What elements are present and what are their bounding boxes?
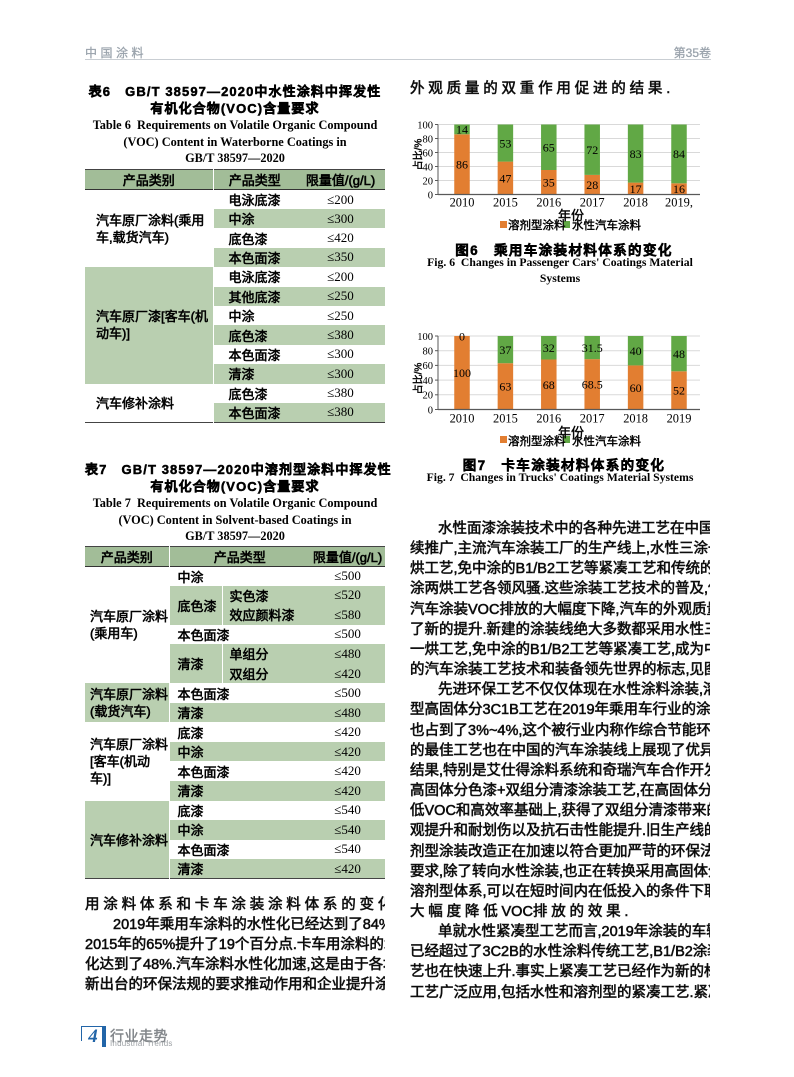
svg-text:68.5: 68.5	[582, 378, 603, 392]
svg-text:40: 40	[423, 376, 434, 387]
svg-text:20: 20	[423, 176, 434, 187]
svg-text:32: 32	[543, 341, 555, 355]
svg-text:47: 47	[499, 171, 511, 185]
svg-text:16: 16	[673, 182, 685, 196]
svg-text:17: 17	[630, 182, 642, 196]
svg-text:80: 80	[423, 347, 434, 358]
svg-text:86: 86	[456, 158, 468, 172]
svg-text:68: 68	[543, 378, 555, 392]
svg-text:2019: 2019	[667, 412, 692, 426]
svg-text:65: 65	[543, 141, 555, 155]
svg-text:100: 100	[453, 366, 471, 380]
svg-text:60: 60	[630, 381, 642, 395]
svg-text:2015: 2015	[493, 196, 518, 210]
svg-text:20: 20	[423, 391, 434, 402]
svg-text:2010: 2010	[450, 196, 475, 210]
svg-text:2017: 2017	[580, 196, 605, 210]
svg-text:28: 28	[586, 178, 598, 192]
svg-text:48: 48	[673, 347, 685, 361]
svg-text:100: 100	[417, 120, 433, 131]
svg-text:72: 72	[586, 143, 598, 157]
svg-text:2016: 2016	[536, 196, 561, 210]
svg-text:52: 52	[673, 384, 685, 398]
svg-text:84: 84	[673, 147, 685, 161]
svg-text:35: 35	[543, 176, 555, 190]
svg-text:40: 40	[423, 162, 434, 173]
svg-text:2017: 2017	[580, 412, 605, 426]
svg-text:63: 63	[499, 380, 511, 394]
svg-text:2018: 2018	[623, 412, 648, 426]
svg-text:40: 40	[630, 344, 642, 358]
svg-text:0: 0	[428, 405, 433, 416]
svg-text:53: 53	[499, 136, 511, 150]
svg-text:2010: 2010	[450, 412, 475, 426]
svg-text:60: 60	[423, 361, 434, 372]
svg-text:2015: 2015	[493, 412, 518, 426]
svg-text:14: 14	[456, 123, 468, 137]
svg-text:0: 0	[459, 330, 465, 344]
svg-text:80: 80	[423, 134, 434, 145]
svg-text:60: 60	[423, 148, 434, 159]
svg-text:2019,: 2019,	[665, 196, 693, 210]
svg-text:100: 100	[417, 332, 433, 343]
svg-text:31.5: 31.5	[582, 341, 603, 355]
svg-text:37: 37	[499, 343, 511, 357]
svg-text:2018: 2018	[623, 196, 648, 210]
svg-text:83: 83	[630, 147, 642, 161]
svg-text:2016: 2016	[536, 412, 561, 426]
svg-text:0: 0	[428, 190, 433, 201]
